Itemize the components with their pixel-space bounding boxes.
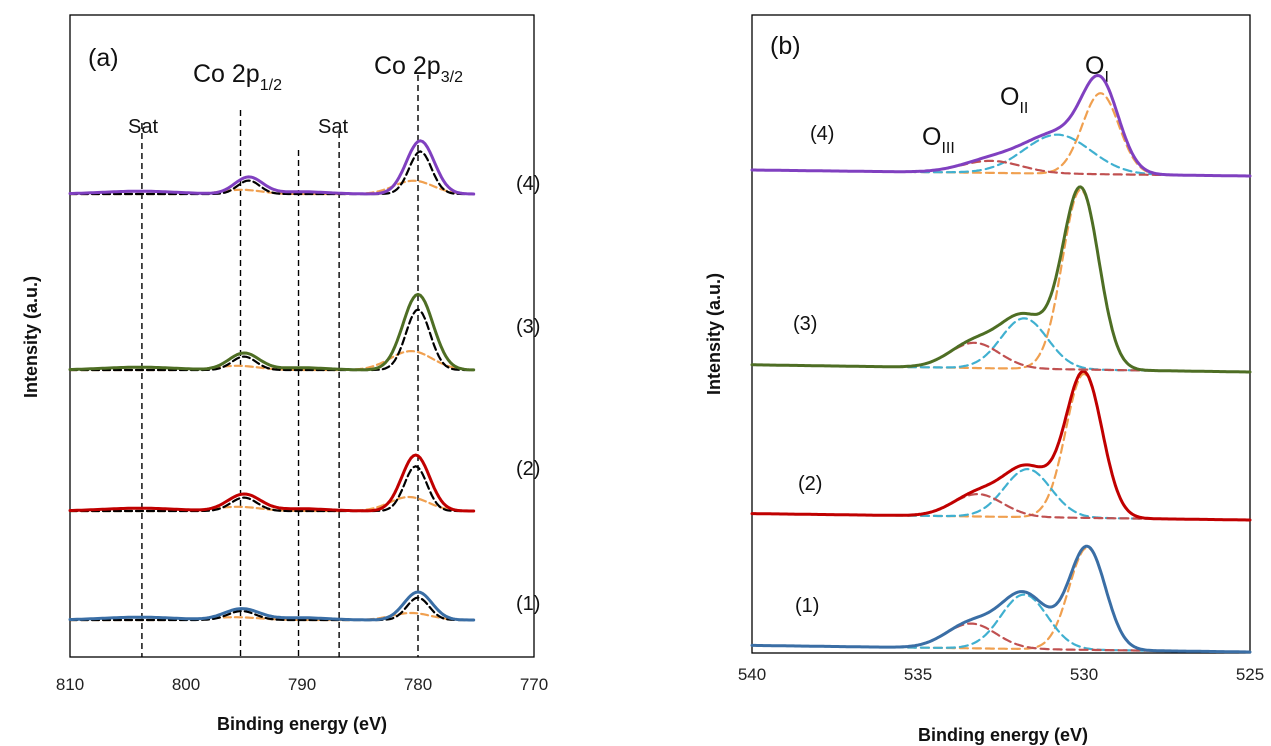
spectrum-label: (3) — [516, 316, 540, 338]
component-oi-line — [750, 188, 1252, 374]
panel-a-x-axis-title: Binding energy (eV) — [217, 714, 387, 734]
x-tick-label: 810 — [56, 675, 84, 694]
panel-a-x-ticks: 810 800 790 780 770 — [56, 675, 548, 694]
panel-a-curves: (1) (2) (3) (4) — [68, 139, 540, 622]
x-tick-label: 525 — [1236, 665, 1264, 684]
sat-label-2: Sat — [318, 116, 348, 138]
spectrum-label: (2) — [798, 473, 822, 495]
panel-a-label: (a) — [88, 44, 119, 72]
spectrum-line — [750, 185, 1252, 374]
spectrum-line — [68, 292, 476, 372]
co-2p-threehalf-annotation: Co 2p3/2 — [374, 52, 463, 86]
panel-b-y-axis-title: Intensity (a.u.) — [704, 273, 724, 395]
panel-b-x-ticks: 540 535 530 525 — [738, 665, 1264, 684]
panel-a-frame — [69, 14, 535, 658]
spectrum-line — [750, 74, 1252, 178]
component-oi-line — [750, 372, 1252, 522]
fit-black-line — [68, 465, 475, 513]
spectrum-line — [750, 544, 1252, 654]
x-tick-label: 790 — [288, 675, 316, 694]
panel-b-frame — [751, 14, 1251, 654]
x-tick-label: 530 — [1070, 665, 1098, 684]
spectrum-line — [68, 139, 476, 196]
spectrum-label: (3) — [793, 313, 817, 335]
sat-label-1: Sat — [128, 116, 158, 138]
spectrum-line — [750, 369, 1252, 522]
fit-black-line — [68, 596, 475, 622]
spectrum-label: (2) — [516, 458, 540, 480]
x-tick-label: 770 — [520, 675, 548, 694]
spectrum-label: (1) — [795, 595, 819, 617]
panel-b-label: (b) — [770, 32, 801, 60]
panel-b: (b) OI OII OIII (1) (2) (3) (4) 540 535 530 52… — [704, 14, 1264, 745]
panel-b-curves: (1) (2) (3) (4) — [750, 74, 1252, 654]
fit-black-line — [68, 150, 475, 196]
panel-a-y-axis-title: Intensity (a.u.) — [21, 276, 41, 398]
component-oi-line — [750, 546, 1252, 654]
co-2p-half-annotation: Co 2p1/2 — [193, 60, 282, 94]
o2-annotation: OII — [1000, 83, 1028, 117]
spectrum-line — [68, 590, 476, 622]
o3-annotation: OIII — [922, 123, 955, 157]
component-oii-line — [750, 317, 1252, 374]
spectrum-label: (4) — [810, 123, 834, 145]
spectrum-label: (1) — [516, 593, 540, 615]
panel-a: (a) Co 2p1/2 Co 2p3/2 Sat Sat (1)(2)(3)(… — [21, 14, 548, 734]
reference-lines — [141, 75, 419, 657]
spectrum-label: (4) — [516, 173, 540, 195]
x-tick-label: 535 — [904, 665, 932, 684]
spectrum-line — [68, 453, 476, 513]
x-tick-label: 540 — [738, 665, 766, 684]
x-tick-label: 780 — [404, 675, 432, 694]
x-tick-label: 800 — [172, 675, 200, 694]
o1-annotation: OI — [1085, 52, 1109, 86]
panel-b-x-axis-title: Binding energy (eV) — [918, 725, 1088, 745]
fit-black-line — [68, 308, 475, 372]
